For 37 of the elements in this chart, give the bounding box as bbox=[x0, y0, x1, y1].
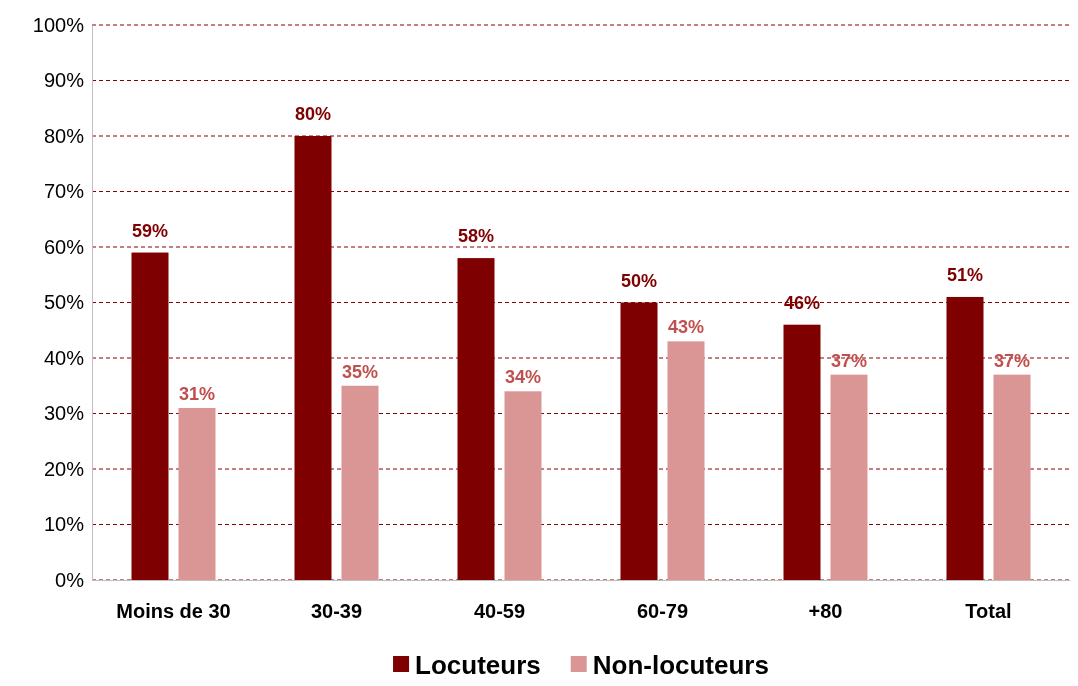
bar bbox=[993, 374, 1031, 580]
data-label: 37% bbox=[830, 350, 868, 371]
y-tick-label: 10% bbox=[43, 513, 85, 536]
data-label: 37% bbox=[993, 350, 1031, 371]
x-tick-label: Moins de 30 bbox=[116, 600, 231, 623]
y-tick-label: 90% bbox=[43, 69, 85, 92]
data-label: 80% bbox=[294, 104, 332, 124]
data-label: 51% bbox=[946, 264, 984, 285]
y-tick-label: 50% bbox=[43, 291, 85, 314]
x-tick-label: +80 bbox=[808, 600, 843, 623]
data-label: 59% bbox=[131, 220, 169, 241]
data-label: 50% bbox=[620, 270, 658, 291]
y-tick-label: 60% bbox=[43, 235, 85, 258]
y-tick-label: 20% bbox=[43, 457, 85, 480]
data-label: 34% bbox=[504, 367, 542, 388]
data-label: 58% bbox=[457, 226, 495, 247]
data-label: 31% bbox=[178, 383, 216, 404]
y-tick-label: 100% bbox=[32, 13, 85, 36]
x-tick-label: 40-59 bbox=[473, 600, 526, 623]
data-label: 35% bbox=[341, 361, 379, 382]
bar bbox=[830, 374, 868, 580]
bar bbox=[178, 407, 216, 580]
y-tick-label: 40% bbox=[43, 346, 85, 369]
y-tick-label: 30% bbox=[43, 402, 85, 425]
x-tick-label: 30-39 bbox=[310, 600, 363, 623]
legend-label: Non-locuteurs bbox=[592, 650, 769, 680]
x-tick-label: Total bbox=[965, 600, 1012, 623]
x-tick-label: 60-79 bbox=[636, 600, 689, 623]
bar bbox=[667, 341, 705, 580]
y-tick-label: 70% bbox=[43, 180, 85, 203]
data-label: 43% bbox=[667, 317, 705, 338]
bar bbox=[341, 385, 379, 580]
y-tick-label: 0% bbox=[55, 568, 85, 591]
legend-label: Locuteurs bbox=[415, 650, 541, 680]
data-label: 46% bbox=[783, 292, 821, 313]
y-tick-label: 80% bbox=[43, 124, 85, 147]
bar bbox=[504, 391, 542, 580]
